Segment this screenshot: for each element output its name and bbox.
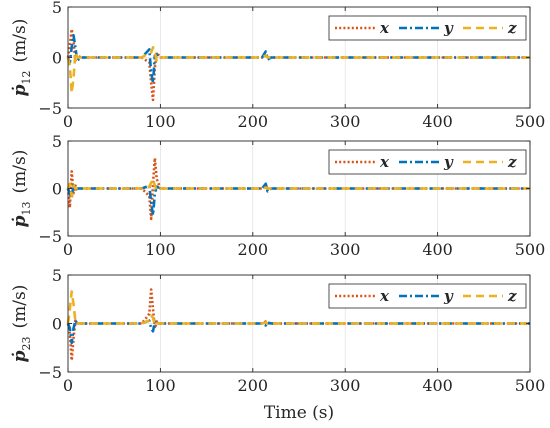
y-tick-label: 5 (52, 132, 62, 151)
series-line-x (66, 156, 530, 221)
legend-label-z: z (507, 19, 517, 37)
series-line-z (66, 290, 530, 327)
legend-label-y: y (443, 287, 454, 305)
x-tick-label: 300 (330, 240, 361, 259)
x-tick-label: 200 (238, 112, 269, 131)
x-tick-label: 400 (422, 112, 453, 131)
y-axis-label-subscript: 23 (20, 336, 33, 350)
legend-label-z: z (507, 153, 517, 171)
x-tick-label: 0 (63, 240, 73, 259)
x-tick-label: 100 (145, 112, 176, 131)
y-axis-label-symbol: ṗ (10, 215, 30, 227)
y-axis-label: ṗ23 (m/s) (10, 285, 33, 363)
series-line-x (66, 27, 530, 102)
y-tick-label: −5 (38, 227, 62, 246)
y-tick-label: 0 (52, 49, 62, 68)
series-line-z (66, 177, 530, 198)
y-axis-label-unit: (m/s) (10, 285, 30, 329)
legend-label-x: x (379, 287, 390, 305)
x-tick-label: 0 (63, 112, 73, 131)
y-axis-label-unit: (m/s) (10, 19, 30, 63)
legend-label-y: y (443, 153, 454, 171)
y-axis-label-unit: (m/s) (10, 150, 30, 194)
y-tick-label: 5 (52, 0, 62, 17)
x-tick-label: 200 (238, 376, 269, 395)
series-line-y (66, 182, 530, 217)
x-tick-label: 200 (238, 240, 269, 259)
y-axis-label-symbol: ṗ (10, 350, 30, 362)
y-tick-label: 5 (52, 266, 62, 285)
x-tick-label: 400 (422, 376, 453, 395)
series-line-y (66, 319, 530, 345)
legend: x y z (328, 149, 527, 175)
x-tick-label: 300 (330, 376, 361, 395)
series-line-x (66, 288, 530, 362)
x-tick-label: 500 (515, 376, 546, 395)
legend-label-x: x (379, 19, 390, 37)
y-tick-label: −5 (38, 363, 62, 382)
y-axis-label: ṗ13 (m/s) (10, 150, 33, 228)
y-tick-label: 0 (52, 180, 62, 199)
y-axis-label-subscript: 13 (20, 201, 33, 215)
x-axis-label: Time (s) (264, 403, 334, 423)
x-tick-label: 500 (515, 240, 546, 259)
series-line-z (66, 46, 530, 95)
x-tick-label: 100 (145, 240, 176, 259)
y-tick-label: −5 (38, 99, 62, 118)
x-tick-label: 300 (330, 112, 361, 131)
y-tick-label: 0 (52, 315, 62, 334)
x-tick-label: 500 (515, 112, 546, 131)
x-tick-label: 100 (145, 376, 176, 395)
y-axis-label: ṗ12 (m/s) (10, 19, 33, 97)
y-axis-label-symbol: ṗ (10, 84, 30, 96)
x-tick-label: 0 (63, 376, 73, 395)
legend: x y z (328, 283, 527, 309)
legend: x y z (328, 15, 527, 41)
y-axis-label-subscript: 12 (20, 70, 33, 84)
legend-label-y: y (443, 19, 454, 37)
legend-label-x: x (379, 153, 390, 171)
x-tick-label: 400 (422, 240, 453, 259)
legend-label-z: z (507, 287, 517, 305)
